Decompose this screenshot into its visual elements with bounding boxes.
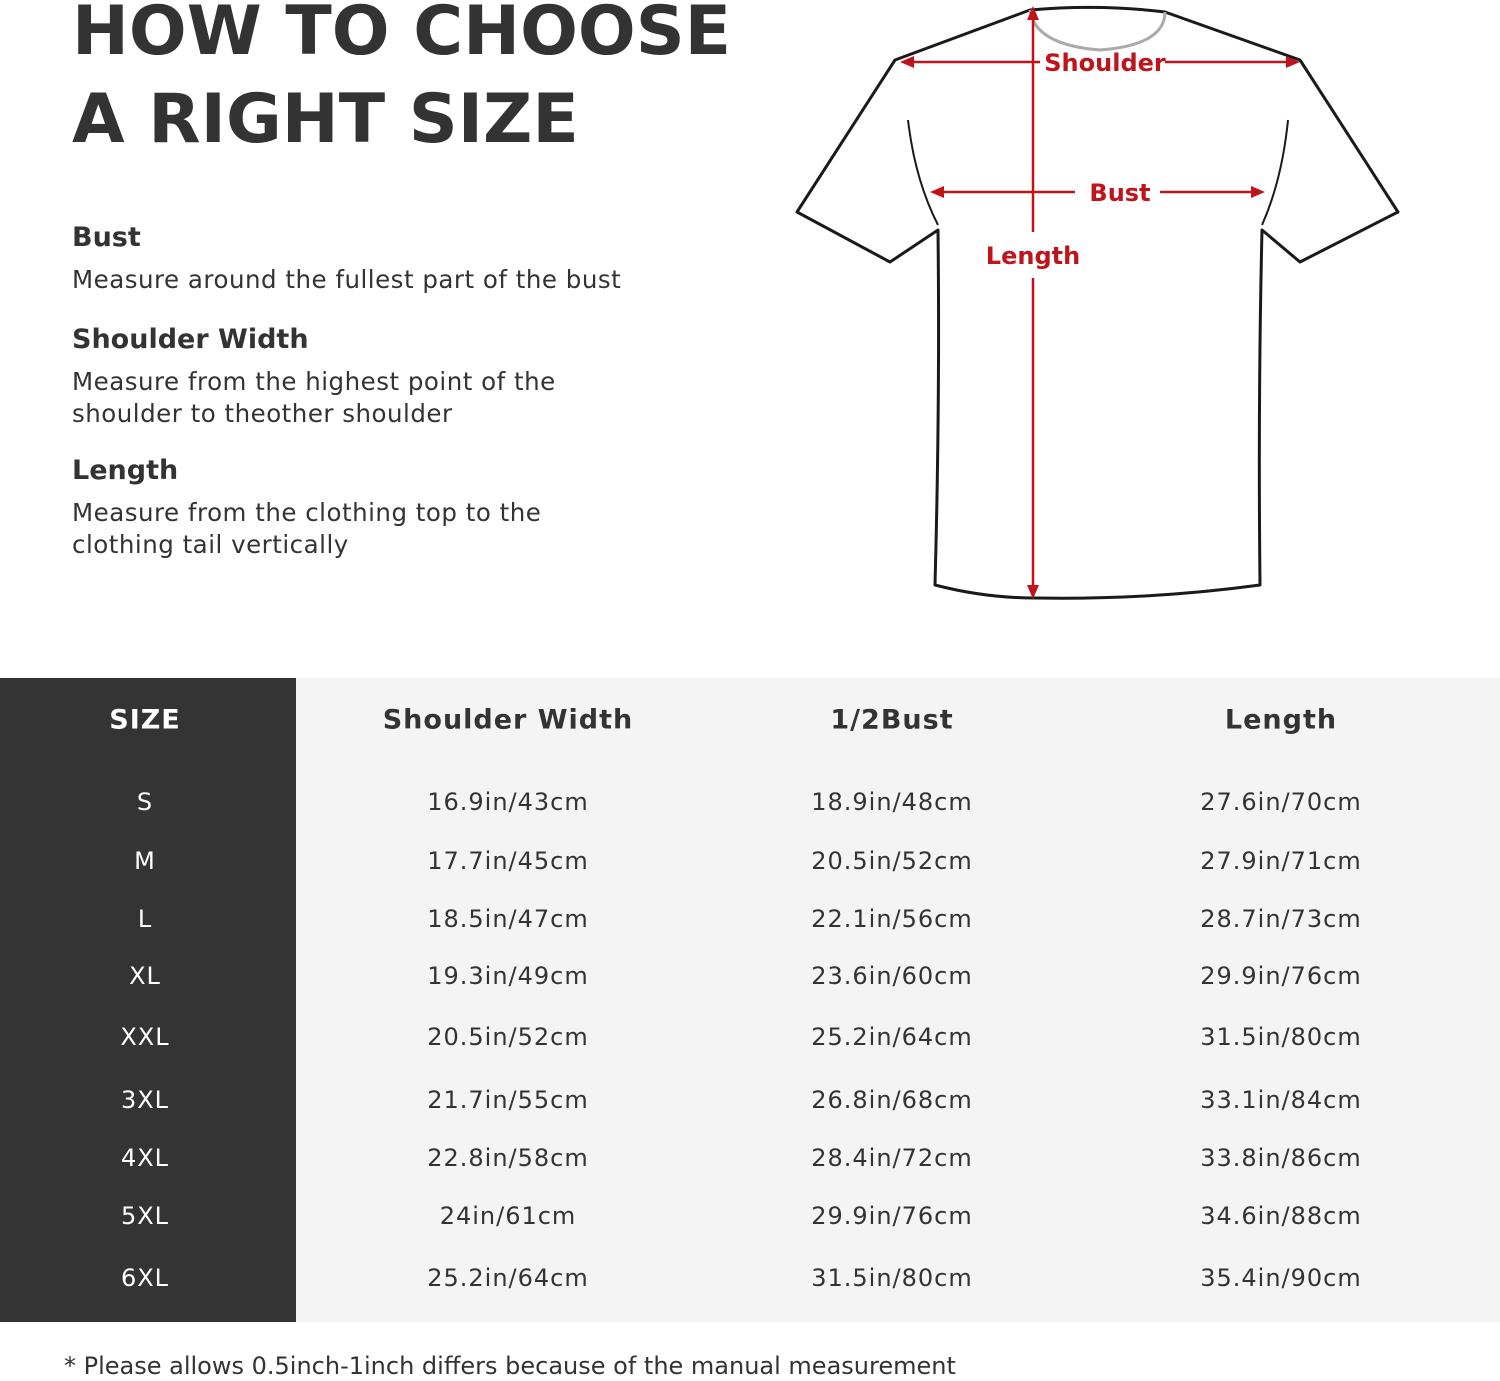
cell-half-bust: 31.5in/80cm	[811, 1264, 973, 1292]
guide-text-bust: Measure around the fullest part of the b…	[72, 265, 622, 294]
cell-size: 6XL	[120, 1264, 170, 1292]
footnote: * Please allows 0.5inch-1inch differs be…	[64, 1352, 956, 1380]
cell-length: 27.6in/70cm	[1200, 788, 1362, 816]
arrowhead-icon	[1251, 186, 1265, 198]
cell-half-bust: 23.6in/60cm	[811, 962, 973, 990]
cell-size: M	[134, 847, 156, 875]
cell-length: 34.6in/88cm	[1200, 1202, 1362, 1230]
cell-size: XL	[129, 962, 161, 990]
cell-half-bust: 25.2in/64cm	[811, 1023, 973, 1051]
tshirt-outline	[795, 5, 1400, 600]
cell-size: 3XL	[120, 1086, 170, 1114]
page-title-line1: HOW TO CHOOSE	[72, 0, 732, 71]
arrowhead-icon	[1286, 56, 1300, 68]
cell-shoulder-width: 22.8in/58cm	[427, 1144, 589, 1172]
cell-size: L	[137, 905, 153, 933]
cell-length: 28.7in/73cm	[1200, 905, 1362, 933]
guide-text-length: Measure from the clothing top to the clo…	[72, 498, 542, 559]
cell-shoulder-width: 20.5in/52cm	[427, 1023, 589, 1051]
cell-half-bust: 18.9in/48cm	[811, 788, 973, 816]
cell-length: 35.4in/90cm	[1200, 1264, 1362, 1292]
shoulder-label: Shoulder	[1044, 49, 1166, 77]
cell-length: 33.1in/84cm	[1200, 1086, 1362, 1114]
arrowhead-icon	[1027, 585, 1039, 599]
cell-size: 5XL	[120, 1202, 170, 1230]
cell-shoulder-width: 18.5in/47cm	[427, 905, 589, 933]
cell-shoulder-width: 17.7in/45cm	[427, 847, 589, 875]
header-length: Length	[1224, 704, 1338, 736]
cell-shoulder-width: 25.2in/64cm	[427, 1264, 589, 1292]
cell-size: 4XL	[120, 1144, 170, 1172]
guide-heading-shoulder: Shoulder Width	[72, 324, 309, 355]
bust-label: Bust	[1089, 179, 1150, 207]
arrowhead-icon	[1027, 6, 1039, 20]
size-column	[0, 678, 296, 1322]
header-size: SIZE	[109, 704, 181, 736]
cell-half-bust: 28.4in/72cm	[811, 1144, 973, 1172]
cell-shoulder-width: 16.9in/43cm	[427, 788, 589, 816]
arrowhead-icon	[900, 56, 914, 68]
length-label: Length	[986, 242, 1080, 270]
cell-size: XXL	[120, 1023, 170, 1051]
cell-shoulder-width: 19.3in/49cm	[427, 962, 589, 990]
cell-length: 31.5in/80cm	[1200, 1023, 1362, 1051]
header-shoulder-width: Shoulder Width	[382, 704, 634, 736]
cell-shoulder-width: 21.7in/55cm	[427, 1086, 589, 1114]
guide-heading-bust: Bust	[72, 222, 141, 253]
cell-length: 29.9in/76cm	[1200, 962, 1362, 990]
cell-half-bust: 26.8in/68cm	[811, 1086, 973, 1114]
cell-length: 27.9in/71cm	[1200, 847, 1362, 875]
cell-half-bust: 22.1in/56cm	[811, 905, 973, 933]
cell-shoulder-width: 24in/61cm	[439, 1202, 577, 1230]
cell-half-bust: 20.5in/52cm	[811, 847, 973, 875]
page-title-line2: A RIGHT SIZE	[72, 80, 579, 159]
header-half-bust: 1/2Bust	[830, 704, 954, 736]
guide-heading-length: Length	[72, 455, 179, 486]
guide-text-shoulder: Measure from the highest point of the sh…	[72, 367, 556, 428]
arrowhead-icon	[930, 186, 944, 198]
cell-length: 33.8in/86cm	[1200, 1144, 1362, 1172]
size-table: SIZE Shoulder Width 1/2Bust Length S 16.9in/4…	[0, 678, 1500, 1322]
cell-half-bust: 29.9in/76cm	[811, 1202, 973, 1230]
tshirt-diagram: Shoulder Bust Length	[795, 5, 1400, 600]
cell-size: S	[136, 788, 154, 816]
